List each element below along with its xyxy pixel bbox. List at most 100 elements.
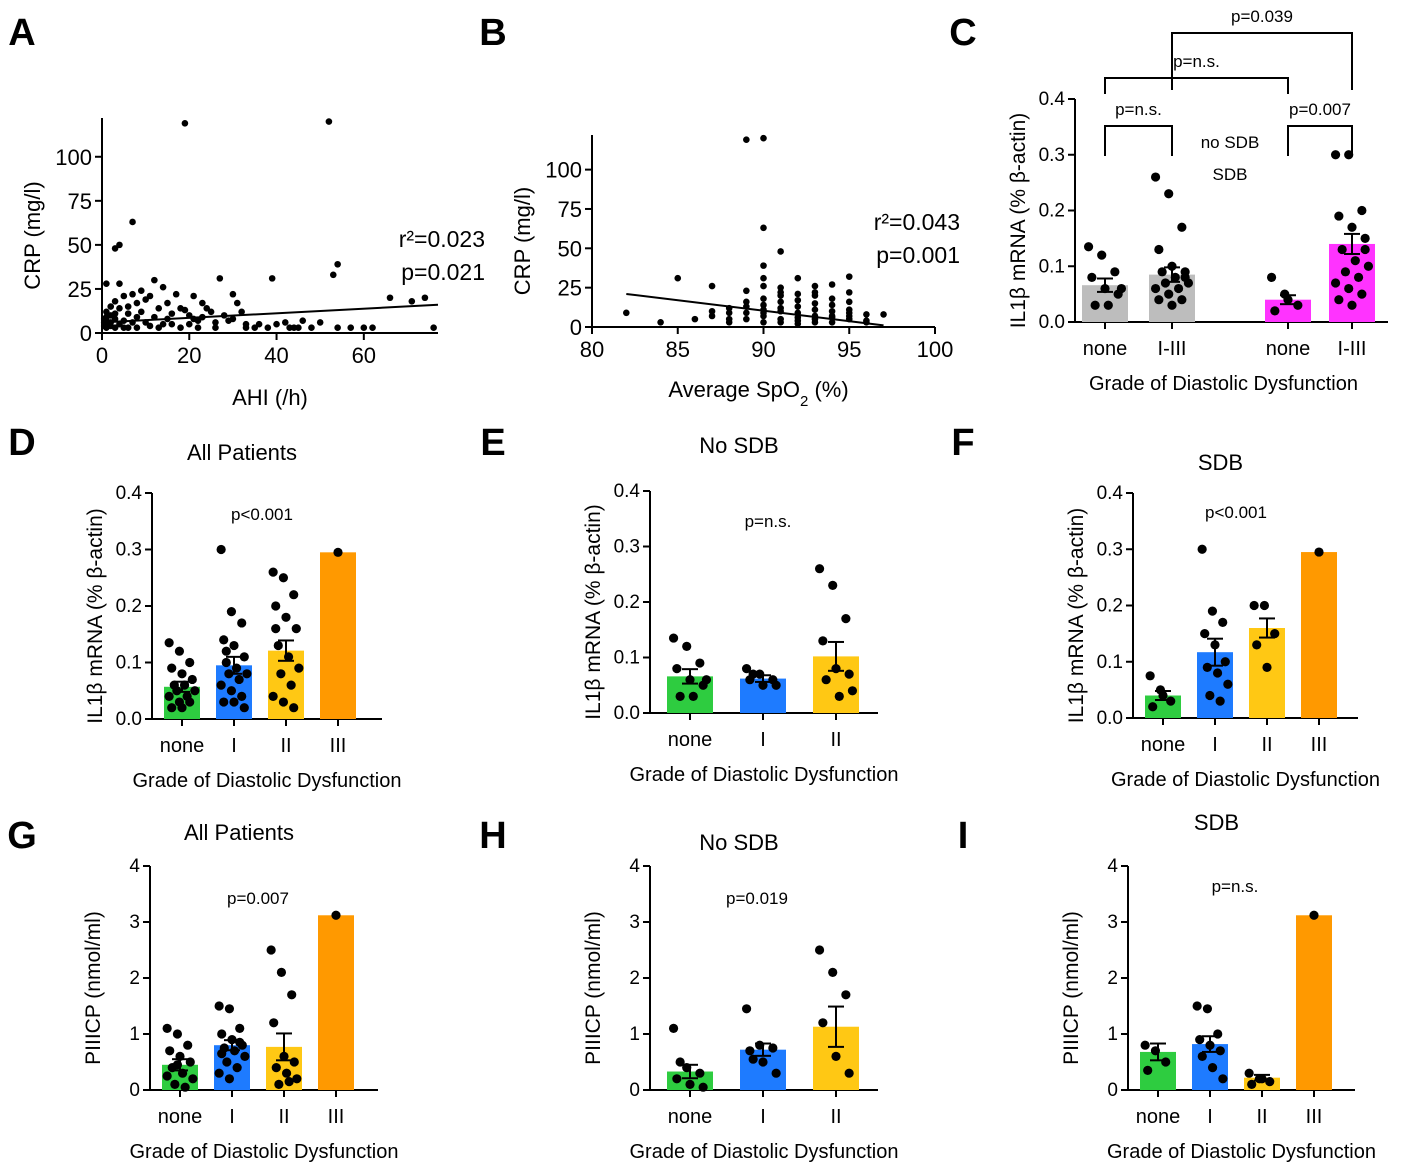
data-point	[1266, 272, 1277, 282]
data-point	[151, 276, 158, 284]
data-point	[219, 635, 229, 645]
data-point	[129, 290, 136, 298]
panel-letter: B	[479, 12, 506, 54]
y-tick-label: 4	[629, 856, 640, 877]
data-point	[688, 691, 698, 701]
data-point	[229, 697, 239, 707]
data-point	[279, 1051, 289, 1061]
data-point	[828, 301, 836, 309]
panel-letter: A	[8, 12, 35, 54]
data-point	[672, 1074, 682, 1084]
data-point	[831, 1051, 841, 1061]
data-point	[133, 324, 141, 332]
data-point	[133, 299, 141, 307]
data-point	[1344, 283, 1354, 294]
y-tick-label: 2	[1107, 968, 1118, 989]
data-point	[748, 1054, 758, 1064]
data-point	[165, 1046, 175, 1056]
x-tick-label: 60	[352, 343, 376, 368]
data-point	[743, 298, 750, 306]
panel-letter: H	[479, 815, 506, 857]
data-point	[212, 324, 219, 332]
bracket-label: p=0.007	[1289, 100, 1351, 119]
data-point	[1083, 242, 1094, 252]
y-tick-label: 0.3	[1039, 145, 1065, 166]
data-point	[1212, 668, 1223, 678]
data-point	[828, 580, 838, 590]
data-point	[216, 275, 224, 282]
panel-title: SDB	[1198, 450, 1243, 475]
y-axis-label: IL1β mRNA (% β-actin)	[1065, 508, 1088, 724]
y-tick-label: 3	[629, 912, 640, 933]
data-point	[831, 664, 841, 674]
data-point	[216, 544, 226, 555]
data-point	[1166, 696, 1176, 706]
data-point	[777, 304, 784, 312]
data-point	[741, 664, 752, 674]
data-point	[177, 305, 184, 312]
data-point	[777, 248, 784, 255]
data-point	[386, 294, 394, 302]
data-point	[708, 307, 716, 315]
data-point	[103, 280, 110, 287]
y-tick-label: 0.2	[1039, 201, 1065, 222]
x-tick-label: III	[328, 1106, 345, 1128]
data-point	[164, 691, 174, 702]
data-point	[226, 686, 237, 696]
data-point	[777, 284, 784, 291]
data-point	[1154, 244, 1164, 255]
data-point	[268, 691, 278, 702]
data-point	[347, 324, 355, 332]
data-point	[1158, 690, 1168, 701]
data-point	[1334, 211, 1344, 221]
x-tick-label: II	[1261, 734, 1272, 756]
data-point	[107, 303, 115, 310]
x-tick-label: III	[330, 735, 347, 757]
data-point	[760, 262, 767, 269]
data-point	[133, 313, 141, 321]
data-point	[1347, 300, 1357, 310]
data-point	[229, 640, 239, 651]
data-point	[1270, 629, 1280, 639]
x-axis-label: Grade of Diastolic Dysfunction	[1089, 373, 1358, 395]
data-point	[1177, 295, 1187, 305]
data-point	[1357, 205, 1367, 216]
y-tick-label: 3	[129, 912, 140, 933]
y-tick-label: 50	[558, 236, 582, 261]
data-point	[224, 1074, 235, 1084]
data-point	[289, 1057, 299, 1067]
bar-iii	[1301, 552, 1337, 718]
data-point	[1150, 172, 1161, 182]
y-tick-label: 0	[80, 321, 92, 346]
data-point	[1223, 679, 1233, 689]
data-point	[239, 703, 249, 713]
data-point	[841, 990, 851, 1000]
y-tick-label: 2	[629, 968, 640, 989]
y-tick-label: 4	[1107, 856, 1118, 877]
data-point	[137, 287, 145, 295]
data-point	[120, 292, 128, 300]
data-point	[725, 309, 733, 317]
data-point	[818, 1018, 828, 1028]
x-tick-label: II	[1256, 1106, 1267, 1128]
x-tick-label: I-III	[1338, 338, 1367, 360]
data-point	[760, 282, 767, 290]
data-point	[274, 1079, 284, 1089]
data-point	[220, 312, 228, 319]
data-point	[743, 315, 750, 323]
data-point	[695, 1068, 705, 1078]
data-point	[168, 310, 176, 317]
data-point	[190, 686, 200, 696]
panel-title: All Patients	[187, 440, 297, 465]
data-point	[271, 1063, 281, 1073]
data-point	[167, 703, 177, 713]
data-point	[185, 320, 193, 328]
x-tick-label: I	[1212, 734, 1218, 756]
data-point	[863, 311, 870, 318]
legend-no-sdb: no SDB	[1201, 133, 1260, 152]
y-axis-label: PIIICP (nmol/ml)	[582, 911, 605, 1065]
y-tick-label: 0.3	[1097, 539, 1123, 560]
data-point	[284, 1077, 294, 1087]
data-point	[1157, 267, 1167, 277]
y-tick-label: 1	[629, 1024, 640, 1045]
